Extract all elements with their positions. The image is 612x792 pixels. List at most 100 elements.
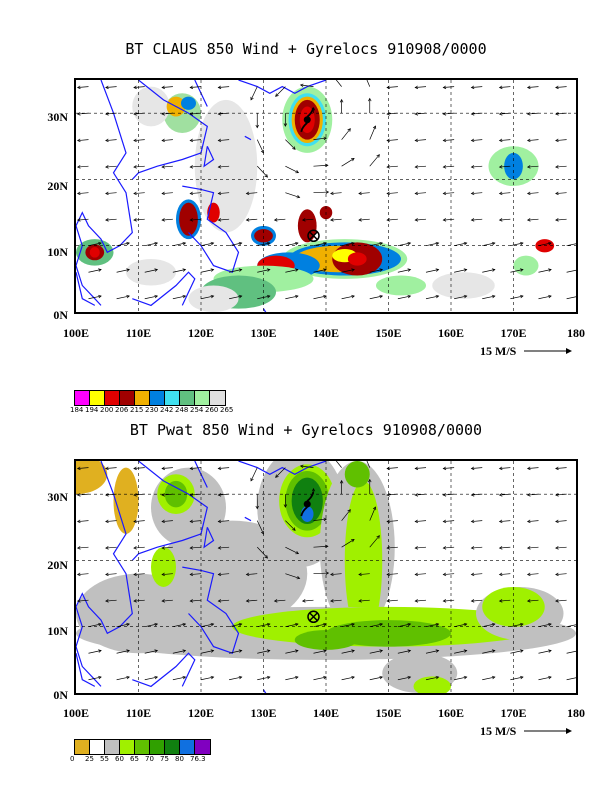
wind-vector <box>499 165 511 168</box>
wind-vector-head <box>182 675 187 680</box>
wind-vector <box>454 676 467 681</box>
wind-vector <box>415 165 427 168</box>
wind-vector-head <box>126 675 130 680</box>
wind-vector-head <box>555 466 559 471</box>
colorbar-label: 60 <box>115 755 124 763</box>
map2-lon-label: 140E <box>312 706 339 720</box>
colorbar-swatch <box>90 391 105 405</box>
wind-vector <box>443 86 455 88</box>
map2-lon-label: 120E <box>187 706 214 720</box>
wind-vector-head <box>105 165 109 169</box>
wind-vector <box>77 573 89 575</box>
wind-vector <box>302 218 314 221</box>
wind-vector <box>256 520 264 535</box>
hurricane-icon-arms <box>300 491 315 517</box>
wind-vector <box>387 218 398 221</box>
wind-vector-head <box>292 527 296 531</box>
wind-vector-head <box>98 649 102 653</box>
wind-vector-head <box>266 649 271 653</box>
wind-vector-head <box>154 268 159 272</box>
map2-lon-label: 180 <box>567 706 585 720</box>
wind-vector <box>144 676 158 681</box>
wind-vector-head <box>498 112 503 116</box>
wind-vector-head <box>435 622 440 627</box>
wind-vector-head <box>526 493 531 497</box>
wind-vector <box>88 650 102 654</box>
wind-vector <box>527 467 539 469</box>
wind-vector <box>172 295 186 300</box>
wind-vector-head <box>414 599 419 603</box>
wind-vector-head <box>372 125 377 130</box>
wind-vector <box>566 269 576 273</box>
wind-vector-head <box>325 190 330 194</box>
wind-vector <box>330 573 342 575</box>
wind-vector-head <box>435 294 440 299</box>
wind-vector-head <box>358 218 362 222</box>
wind-vector-head <box>105 85 109 90</box>
wind-vector-head <box>470 85 475 90</box>
colorbar-swatch <box>105 740 120 754</box>
wind-vector <box>443 218 455 221</box>
wind-vector <box>387 86 398 88</box>
wind-vector <box>313 295 327 300</box>
wind-vector-head <box>154 241 159 246</box>
wind-vector <box>471 218 483 221</box>
wind-vector <box>454 269 467 273</box>
wind-vector-head <box>548 294 552 299</box>
colorbar-label: 75 <box>160 755 169 763</box>
wind-vector-head <box>442 493 447 497</box>
field-shade <box>344 461 370 488</box>
wind-vector <box>190 493 202 496</box>
wind-vector <box>527 520 539 522</box>
wind-vector <box>218 165 230 168</box>
wind-vector-head <box>311 488 316 492</box>
wind-vector-head <box>182 241 187 246</box>
wind-vector <box>482 242 495 247</box>
wind-vector <box>471 467 483 469</box>
wind-vector-head <box>161 519 165 524</box>
wind-vector-head <box>470 493 475 497</box>
wind-vector-head <box>301 599 306 603</box>
wind-vector-head <box>526 218 531 222</box>
wind-vector-head <box>555 165 559 169</box>
wind-vector <box>555 467 567 469</box>
wind-vector-head <box>351 622 355 627</box>
wind-vector <box>250 467 258 482</box>
wind-vector <box>369 125 376 140</box>
wind-vector-head <box>182 622 187 627</box>
wind-vector <box>133 192 145 194</box>
wind-vector <box>555 139 567 141</box>
wind-vector <box>425 676 439 681</box>
wind-vector-head <box>442 165 447 169</box>
wind-vector <box>538 676 552 681</box>
wind-vector-head <box>555 519 559 524</box>
wind-vector <box>190 467 202 469</box>
wind-vector <box>499 573 511 575</box>
wind-vector-head <box>245 218 250 222</box>
wind-vector-head <box>76 85 81 90</box>
wind-vector-head <box>435 649 440 653</box>
wind-vector <box>172 650 186 654</box>
wind-vector-head <box>238 268 243 272</box>
wind-vector <box>133 599 145 602</box>
wind-vector <box>274 599 286 602</box>
wind-vector <box>285 546 299 555</box>
wind-vector-head <box>463 268 468 272</box>
wind-vector <box>366 80 371 87</box>
wind-vector <box>369 506 376 521</box>
wind-vector-head <box>133 191 137 196</box>
wind-vector <box>335 461 342 468</box>
wind-vector-head <box>255 505 259 510</box>
wind-vector <box>415 493 427 496</box>
wind-vector-head <box>555 572 559 577</box>
wind-vector <box>471 112 483 115</box>
wind-vector-head <box>498 218 503 222</box>
wind-vector-head <box>351 675 355 680</box>
wind-vector <box>341 509 351 521</box>
wind-vector <box>369 535 380 548</box>
wind-vector-head <box>414 546 419 550</box>
wind-vector <box>527 192 539 194</box>
wind-vector-head <box>325 544 329 549</box>
wind-vector <box>200 623 214 628</box>
wind-vector <box>77 493 89 496</box>
